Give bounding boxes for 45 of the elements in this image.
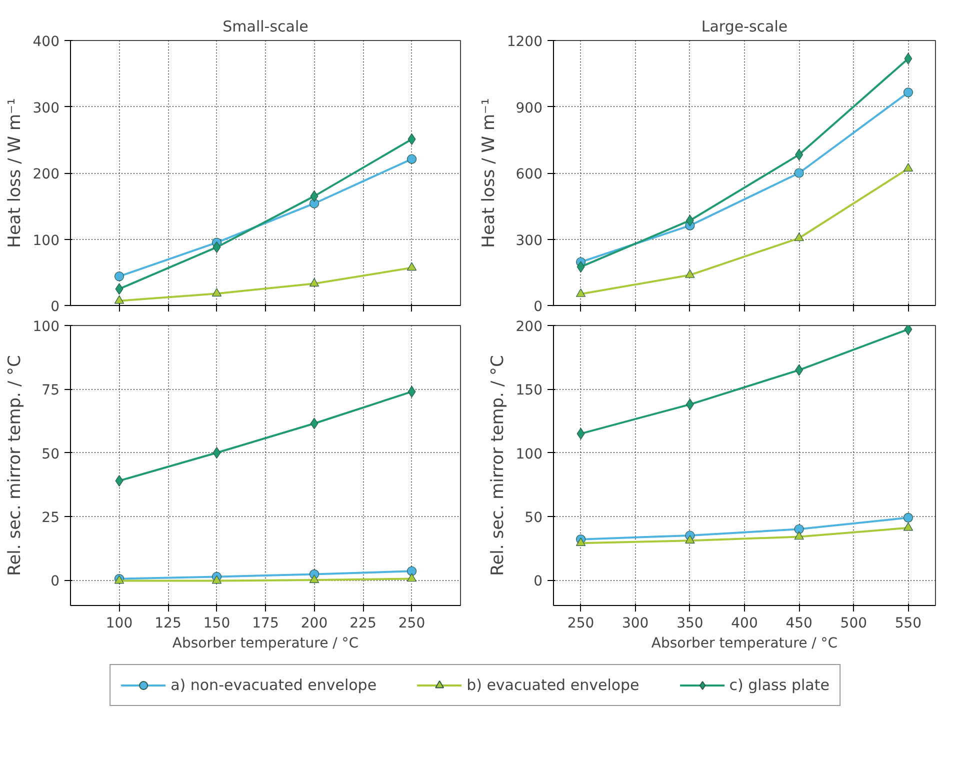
y-tick-label: 400 (32, 34, 60, 50)
x-tick-label: 250 (398, 616, 426, 632)
y-axis-title: Rel. sec. mirror temp. / °C (4, 355, 25, 576)
y-tick-label: 1200 (506, 34, 543, 50)
y-tick-label: 100 (32, 319, 60, 335)
y-tick-label: 200 (516, 319, 543, 335)
y-tick-label: 75 (42, 382, 60, 399)
y-tick-label: 0 (534, 574, 543, 590)
x-tick-label: 200 (300, 616, 328, 632)
x-tick-label: 225 (350, 616, 376, 632)
y-tick-label: 0 (534, 299, 543, 315)
legend-label: c) glass plate (729, 676, 830, 694)
x-tick-label: 250 (567, 616, 594, 632)
y-axis-title: Heat loss / W m⁻¹ (4, 98, 25, 248)
x-tick-label: 350 (676, 616, 704, 632)
y-tick-label: 100 (32, 232, 60, 249)
y-tick-label: 200 (32, 166, 60, 182)
y-tick-label: 150 (516, 382, 543, 399)
x-tick-label: 450 (786, 616, 812, 632)
y-tick-label: 50 (524, 510, 543, 526)
x-tick-label: 100 (106, 616, 133, 632)
x-tick-label: 175 (252, 616, 279, 632)
y-axis-title: Heat loss / W m⁻¹ (478, 98, 499, 248)
x-tick-label: 400 (731, 616, 758, 632)
y-tick-label: 50 (42, 446, 60, 462)
y-tick-label: 300 (516, 232, 543, 249)
y-tick-label: 25 (42, 510, 60, 526)
x-tick-label: 300 (622, 616, 649, 632)
x-tick-label: 125 (154, 616, 182, 632)
legend-label: a) non-evacuated envelope (170, 676, 377, 694)
chart-title: Small-scale (222, 18, 308, 36)
y-tick-label: 600 (516, 166, 543, 182)
legend-label: b) evacuated envelope (466, 676, 640, 694)
x-tick-label: 500 (840, 616, 868, 632)
y-tick-label: 0 (50, 299, 60, 315)
chart-title: Large-scale (701, 18, 788, 36)
y-tick-label: 900 (516, 100, 543, 116)
x-axis-title: Absorber temperature / °C (172, 636, 359, 652)
x-tick-label: 150 (203, 616, 230, 632)
y-axis-title: Rel. sec. mirror temp. / °C (488, 355, 508, 576)
y-tick-label: 300 (32, 100, 60, 116)
y-tick-label: 100 (516, 446, 543, 462)
x-axis-title: Absorber temperature / °C (651, 636, 838, 652)
x-tick-label: 550 (894, 616, 922, 632)
y-tick-label: 0 (50, 574, 60, 590)
